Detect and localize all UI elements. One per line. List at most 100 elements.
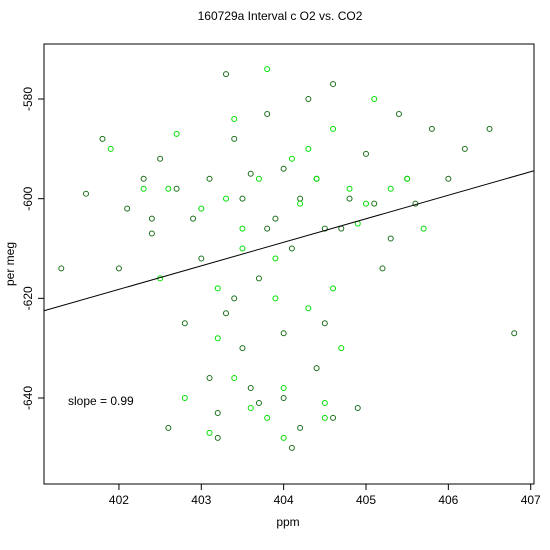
data-point [181, 320, 188, 327]
data-point [239, 345, 246, 352]
data-point [387, 185, 394, 192]
data-point [338, 345, 345, 352]
data-point [330, 81, 337, 88]
data-point [255, 175, 262, 182]
x-tick-label: 404 [274, 493, 294, 507]
data-point [198, 205, 205, 212]
data-point [255, 275, 262, 282]
x-tick-label: 406 [438, 493, 458, 507]
data-point [247, 385, 254, 392]
data-point [272, 215, 279, 222]
data-point [313, 365, 320, 372]
data-point [206, 429, 213, 436]
data-point [280, 330, 287, 337]
data-point [354, 404, 361, 411]
y-tick-label: -580 [21, 87, 35, 111]
data-point [280, 385, 287, 392]
data-point [239, 195, 246, 202]
data-point [264, 225, 271, 232]
data-point [346, 195, 353, 202]
data-point [214, 434, 221, 441]
x-tick-label: 407 [521, 493, 541, 507]
data-point [321, 225, 328, 232]
data-point [288, 444, 295, 451]
data-point [140, 175, 147, 182]
data-point [428, 125, 435, 132]
data-point [239, 245, 246, 252]
fit-line [43, 170, 535, 312]
data-point [395, 110, 402, 117]
data-point [297, 424, 304, 431]
data-point [511, 330, 518, 337]
data-point [239, 225, 246, 232]
data-point [305, 96, 312, 103]
x-tick-label: 403 [191, 493, 211, 507]
chart-title: 160729a Interval c O2 vs. CO2 [198, 9, 363, 23]
data-point [214, 285, 221, 292]
data-point [313, 175, 320, 182]
annotation: slope = 0.99 [68, 394, 134, 408]
data-point [264, 414, 271, 421]
data-point [288, 155, 295, 162]
data-point [272, 295, 279, 302]
data-point [58, 265, 65, 272]
data-point [173, 185, 180, 192]
data-point [83, 190, 89, 197]
data-point [330, 285, 337, 292]
data-point [165, 185, 172, 192]
data-point [371, 96, 378, 103]
data-point [461, 145, 468, 152]
data-point [214, 409, 221, 416]
data-point [264, 110, 271, 117]
data-point [387, 235, 394, 242]
data-point [321, 414, 328, 421]
data-point [305, 305, 312, 312]
y-tick-label: -640 [21, 386, 35, 410]
data-point [231, 115, 238, 122]
data-point [140, 185, 147, 192]
data-point [288, 245, 295, 252]
data-point [445, 175, 452, 182]
data-point [321, 399, 328, 406]
data-point [190, 215, 197, 222]
data-point [379, 265, 386, 272]
x-tick-label: 402 [109, 493, 129, 507]
data-point [223, 195, 229, 202]
data-point [99, 135, 106, 142]
y-axis-label: per meg [3, 242, 17, 286]
data-point [231, 375, 238, 382]
data-point [157, 155, 164, 162]
plot-frame [43, 43, 535, 485]
data-point [223, 71, 229, 78]
data-point [280, 165, 287, 172]
x-axis-label: ppm [276, 515, 299, 529]
data-point [420, 225, 427, 232]
data-point [297, 200, 304, 207]
data-point [272, 255, 279, 262]
data-point [404, 175, 411, 182]
data-point [148, 230, 155, 237]
data-point [181, 394, 188, 401]
data-point [346, 185, 353, 192]
data-point [107, 145, 114, 152]
data-point [124, 205, 131, 212]
data-point [264, 66, 271, 73]
data-point [305, 145, 312, 152]
data-point [231, 135, 238, 142]
data-point [330, 125, 337, 132]
data-point [206, 375, 213, 382]
data-point [165, 424, 172, 431]
data-point [223, 310, 229, 317]
data-point [280, 394, 287, 401]
data-point [371, 200, 378, 207]
x-tick-label: 405 [356, 493, 376, 507]
data-point [115, 265, 122, 272]
data-point [280, 434, 287, 441]
data-point [148, 215, 155, 222]
data-point [486, 125, 493, 132]
y-tick-label: -620 [21, 286, 35, 310]
data-point [198, 255, 205, 262]
data-point [363, 150, 369, 157]
